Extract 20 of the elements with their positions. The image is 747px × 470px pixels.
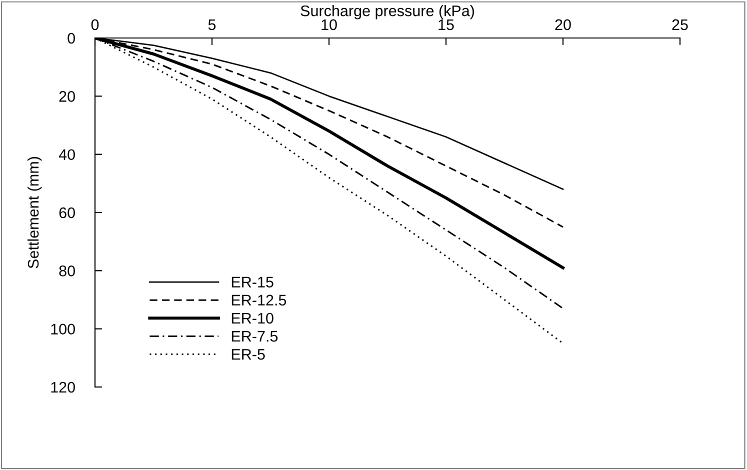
x-tick-label: 20: [555, 19, 571, 30]
y-tick-label: 100: [51, 324, 75, 335]
x-tick-label: 15: [438, 19, 454, 30]
y-tick-label: 120: [51, 382, 75, 393]
x-axis-title: Surcharge pressure (kPa): [300, 5, 474, 20]
x-tick-label: 0: [91, 19, 99, 30]
y-tick-label: 60: [59, 207, 75, 218]
legend-label: ER-10: [232, 312, 274, 324]
y-tick-label: 0: [68, 32, 75, 44]
legend-label: ER-7.5: [232, 331, 278, 342]
legend-label: ER-15: [232, 276, 274, 288]
legend-label: ER-12.5: [232, 294, 286, 306]
legend-label: ER-5: [232, 349, 265, 360]
y-tick-label: 80: [59, 266, 75, 276]
x-tick-label: 25: [672, 19, 688, 30]
x-tick-label: 5: [208, 19, 216, 30]
y-tick-label: 40: [58, 149, 75, 160]
y-tick-label: 20: [59, 91, 75, 102]
x-tick-label: 10: [322, 19, 337, 30]
y-axis-title: Settlement (mm): [27, 156, 42, 268]
